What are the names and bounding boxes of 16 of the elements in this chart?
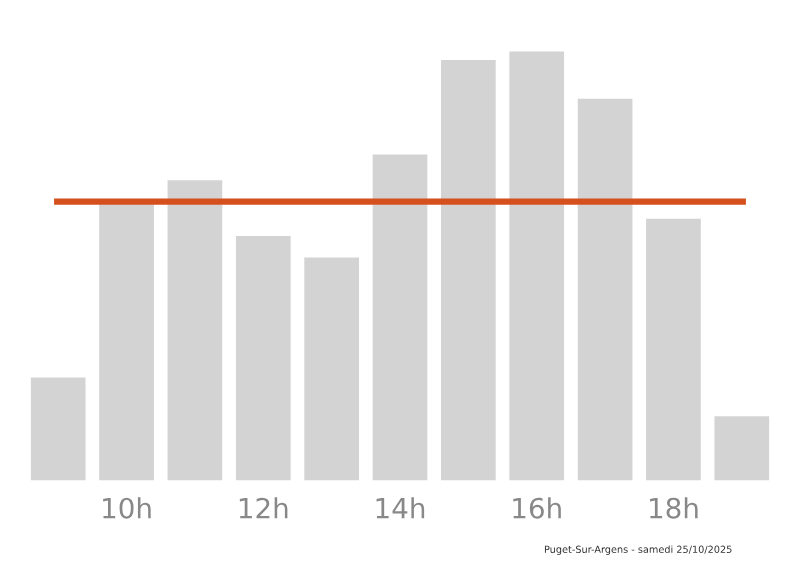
x-tick-label: 16h	[513, 497, 561, 519]
bar	[509, 51, 565, 481]
bar	[304, 257, 359, 481]
x-tick-label: 10h	[103, 497, 151, 519]
bar	[714, 416, 770, 481]
bar	[372, 154, 428, 481]
x-tick-label: 18h	[650, 497, 698, 519]
bar	[99, 201, 154, 481]
bar	[235, 235, 291, 481]
bar	[646, 218, 701, 481]
x-tick-label: 14h	[376, 497, 425, 519]
x-tick-label: 12h	[239, 497, 288, 519]
bar	[577, 98, 633, 481]
bar	[167, 180, 223, 481]
bar	[30, 377, 86, 481]
bar	[441, 60, 496, 481]
